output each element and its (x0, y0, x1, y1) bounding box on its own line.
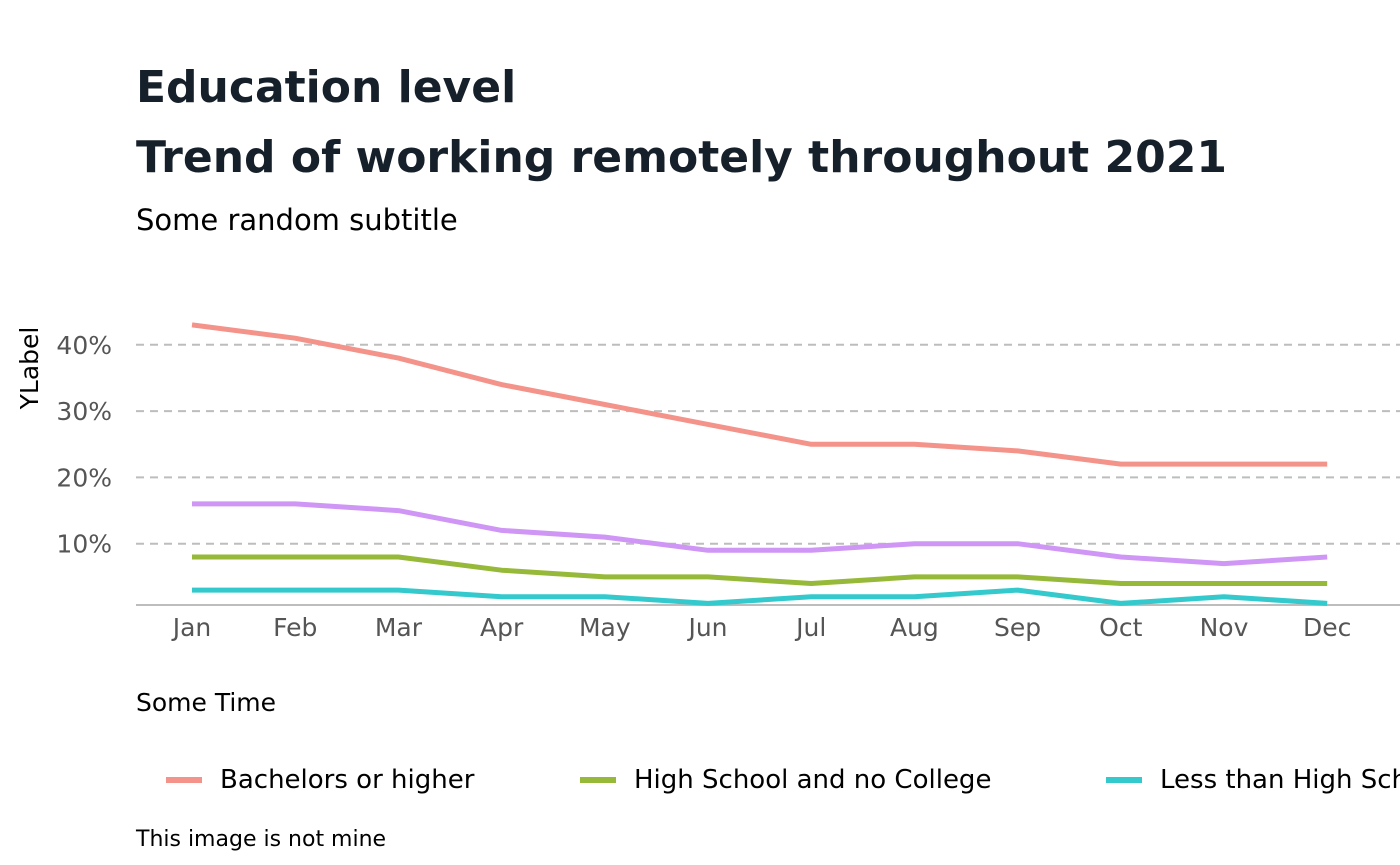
chart-caption: This image is not mine (136, 827, 387, 852)
x-tick-label: Jun (686, 613, 727, 642)
series-line-4 (192, 501, 1328, 567)
legend-item: High School and no College (580, 762, 991, 798)
legend-swatch (1106, 777, 1142, 783)
legend-swatch (166, 777, 202, 783)
series-lines (191, 322, 1328, 606)
legend-label: High School and no College (634, 765, 992, 795)
chart-subtitle: Some random subtitle (136, 203, 458, 237)
y-tick-label: 40% (56, 331, 112, 360)
y-axis-label: YLabel (15, 327, 44, 411)
legend-swatch (580, 777, 616, 783)
x-tick-label: Mar (375, 613, 423, 642)
x-tick-label: Jul (794, 613, 826, 642)
x-tick-label: May (579, 613, 631, 642)
series-line-3 (192, 587, 1328, 606)
x-tick-label: Feb (273, 613, 317, 642)
x-tick-labels: Jan Feb Mar Apr May Jun Jul Aug Sep Oct Nov Dec (171, 613, 1352, 642)
x-tick-label: Sep (994, 613, 1041, 642)
legend: Bachelors or higher High School and no Co… (166, 762, 1400, 798)
x-tick-label: Jan (171, 613, 212, 642)
series-line-2 (192, 554, 1328, 586)
y-gridlines (136, 343, 1400, 545)
y-tick-label: 20% (56, 463, 112, 492)
x-tick-label: Nov (1200, 613, 1249, 642)
x-tick-label: Aug (890, 613, 939, 642)
series-line-1 (191, 322, 1328, 467)
legend-label: Less than High School (1160, 765, 1400, 795)
legend-label: Bachelors or higher (220, 765, 475, 795)
chart-title-line-1: Education level (136, 62, 517, 113)
legend-item: Less than High School (1106, 762, 1400, 798)
legend-item: Bachelors or higher (166, 762, 474, 798)
line-chart: 10% 20% 30% 40% Jan Feb Mar Apr May Jun Jul Aug Sep… (15, 322, 1400, 642)
y-tick-labels: 10% 20% 30% 40% (56, 331, 112, 559)
x-tick-label: Apr (480, 613, 524, 642)
x-tick-label: Dec (1303, 613, 1351, 642)
chart-title-line-2: Trend of working remotely throughout 202… (136, 132, 1227, 183)
x-axis-label: Some Time (136, 688, 277, 717)
y-tick-label: 10% (56, 530, 112, 559)
x-tick-label: Oct (1099, 613, 1142, 642)
y-tick-label: 30% (56, 397, 112, 426)
